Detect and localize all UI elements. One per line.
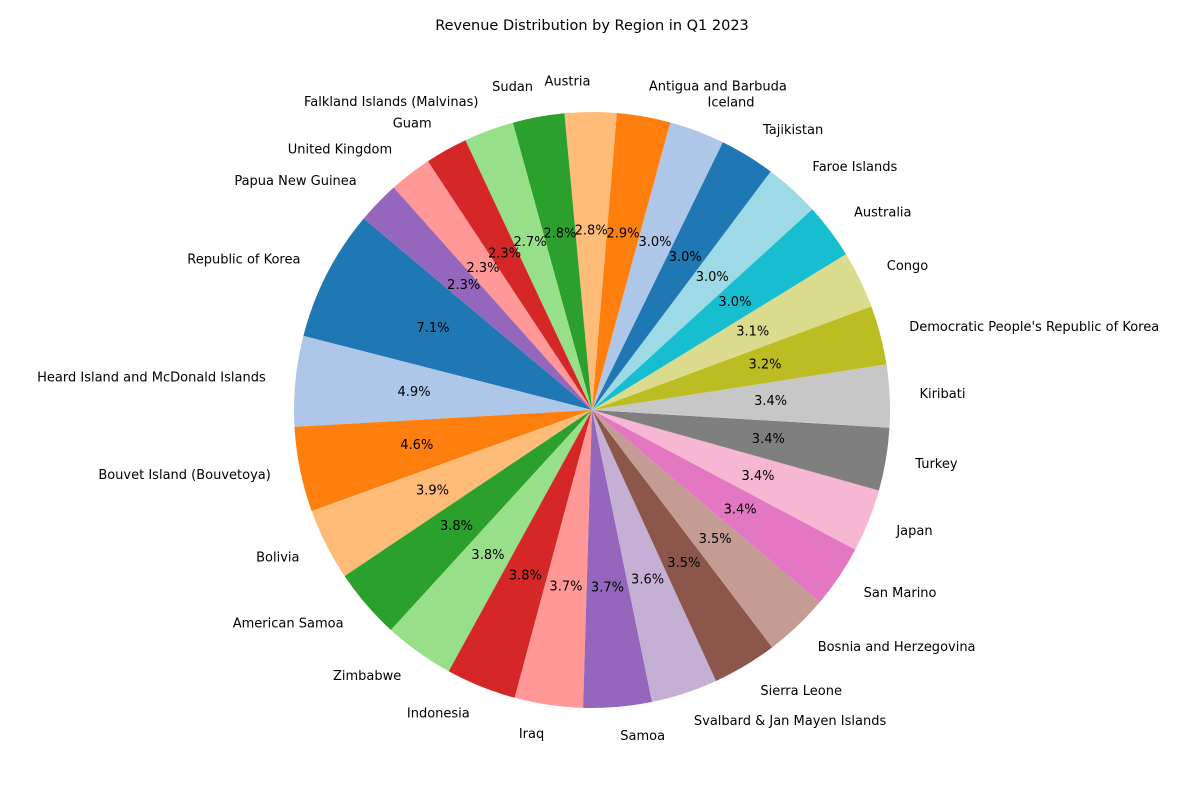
pct-label-bouvet-island-bouvetoya: 4.6%: [400, 438, 433, 453]
slice-republic-of-korea: [303, 218, 592, 410]
label-iceland: Iceland: [708, 96, 755, 111]
label-faroe-islands: Faroe Islands: [812, 160, 897, 175]
label-turkey: Turkey: [914, 457, 958, 472]
pct-label-austria: 2.8%: [575, 224, 608, 239]
pct-label-san-marino: 3.4%: [724, 503, 757, 518]
label-bolivia: Bolivia: [256, 551, 299, 566]
slice-bolivia: [311, 410, 592, 577]
label-american-samoa: American Samoa: [233, 616, 344, 631]
label-kiribati: Kiribati: [919, 387, 965, 402]
pct-label-republic-of-korea: 7.1%: [416, 321, 449, 336]
slice-guam: [427, 140, 592, 410]
slice-australia: [592, 209, 846, 410]
pct-label-iraq: 3.7%: [549, 579, 582, 594]
pct-label-faroe-islands: 3.0%: [696, 270, 729, 285]
chart-title: Revenue Distribution by Region in Q1 202…: [435, 18, 749, 34]
slice-samoa: [583, 410, 653, 709]
label-democratic-people-s-republic-of-korea: Democratic People's Republic of Korea: [909, 320, 1159, 335]
slice-indonesia: [448, 410, 592, 698]
slice-zimbabwe: [390, 410, 592, 672]
pct-label-svalbard-jan-mayen-islands: 3.6%: [631, 572, 664, 587]
label-iraq: Iraq: [519, 727, 544, 742]
pct-label-indonesia: 3.8%: [509, 568, 542, 583]
slice-united-kingdom: [393, 161, 592, 410]
label-heard-island-and-mcdonald-islands: Heard Island and McDonald Islands: [37, 371, 266, 386]
label-papua-new-guinea: Papua New Guinea: [234, 174, 356, 189]
pct-label-american-samoa: 3.8%: [440, 519, 473, 534]
slice-bosnia-and-herzegovina: [592, 410, 820, 648]
slice-papua-new-guinea: [363, 187, 592, 410]
pct-label-australia: 3.0%: [718, 295, 751, 310]
label-zimbabwe: Zimbabwe: [333, 669, 401, 684]
slice-american-samoa: [344, 410, 592, 630]
label-australia: Australia: [854, 206, 912, 221]
label-united-kingdom: United Kingdom: [288, 143, 392, 158]
label-sudan: Sudan: [492, 80, 533, 95]
slice-falkland-islands-malvinas: [465, 122, 592, 411]
pct-label-bolivia: 3.9%: [416, 483, 449, 498]
pct-label-democratic-people-s-republic-of-korea: 3.2%: [749, 357, 782, 372]
pct-label-zimbabwe: 3.8%: [471, 548, 504, 563]
slice-kiribati: [592, 364, 891, 428]
slice-japan: [592, 410, 879, 550]
label-austria: Austria: [545, 75, 591, 90]
label-bosnia-and-herzegovina: Bosnia and Herzegovina: [818, 640, 976, 655]
label-sierra-leone: Sierra Leone: [760, 684, 842, 699]
pct-label-guam: 2.3%: [488, 247, 521, 262]
pct-label-sierra-leone: 3.5%: [667, 556, 700, 571]
slice-san-marino: [592, 410, 856, 603]
slice-democratic-people-s-republic-of-korea: [592, 306, 887, 410]
pct-label-heard-island-and-mcdonald-islands: 4.9%: [398, 385, 431, 400]
slice-labels: Republic of Korea Heard Island and McDona…: [37, 75, 1159, 744]
pct-label-united-kingdom: 2.3%: [466, 261, 499, 276]
pct-label-tajikistan: 3.0%: [669, 250, 702, 265]
pct-label-samoa: 3.7%: [591, 581, 624, 596]
pct-label-papua-new-guinea: 2.3%: [447, 278, 480, 293]
pct-label-japan: 3.4%: [741, 469, 774, 484]
slice-svalbard-jan-mayen-islands: [592, 410, 717, 702]
pct-label-falkland-islands-malvinas: 2.7%: [514, 235, 547, 250]
slice-congo: [592, 254, 872, 410]
slice-tajikistan: [592, 142, 771, 411]
percentage-labels: 7.1% 4.9% 4.6% 3.9% 3.8% 3.8% 3.8% 3.7% 3.7% 3.6%…: [398, 224, 788, 596]
label-san-marino: San Marino: [864, 586, 937, 601]
label-falkland-islands-malvinas: Falkland Islands (Malvinas): [304, 95, 478, 110]
label-bouvet-island-bouvetoya: Bouvet Island (Bouvetoya): [98, 468, 271, 483]
slice-sierra-leone: [592, 410, 773, 681]
label-indonesia: Indonesia: [407, 707, 470, 722]
pie-slices: [294, 111, 891, 709]
slice-bouvet-island-bouvetoya: [294, 410, 592, 512]
label-republic-of-korea: Republic of Korea: [187, 253, 300, 268]
pct-label-turkey: 3.4%: [752, 432, 785, 447]
label-congo: Congo: [887, 259, 929, 274]
label-guam: Guam: [393, 117, 432, 132]
slice-iraq: [514, 410, 592, 708]
slice-austria: [564, 111, 617, 411]
pct-label-bosnia-and-herzegovina: 3.5%: [699, 532, 732, 547]
slice-antigua-and-barbuda: [592, 113, 671, 410]
slice-heard-island-and-mcdonald-islands: [294, 335, 592, 427]
slice-iceland: [592, 122, 723, 411]
pct-label-congo: 3.1%: [736, 324, 769, 339]
label-tajikistan: Tajikistan: [762, 123, 823, 138]
slice-sudan: [512, 113, 592, 410]
pct-label-iceland: 3.0%: [638, 235, 671, 250]
slice-faroe-islands: [592, 171, 813, 410]
label-svalbard-jan-mayen-islands: Svalbard & Jan Mayen Islands: [694, 714, 887, 729]
pct-label-kiribati: 3.4%: [754, 394, 787, 409]
label-antigua-and-barbuda: Antigua and Barbuda: [649, 80, 787, 95]
label-samoa: Samoa: [620, 729, 665, 744]
slice-turkey: [592, 410, 890, 491]
pct-label-antigua-and-barbuda: 2.9%: [607, 226, 640, 241]
label-japan: Japan: [895, 524, 932, 539]
pct-label-sudan: 2.8%: [543, 227, 576, 242]
